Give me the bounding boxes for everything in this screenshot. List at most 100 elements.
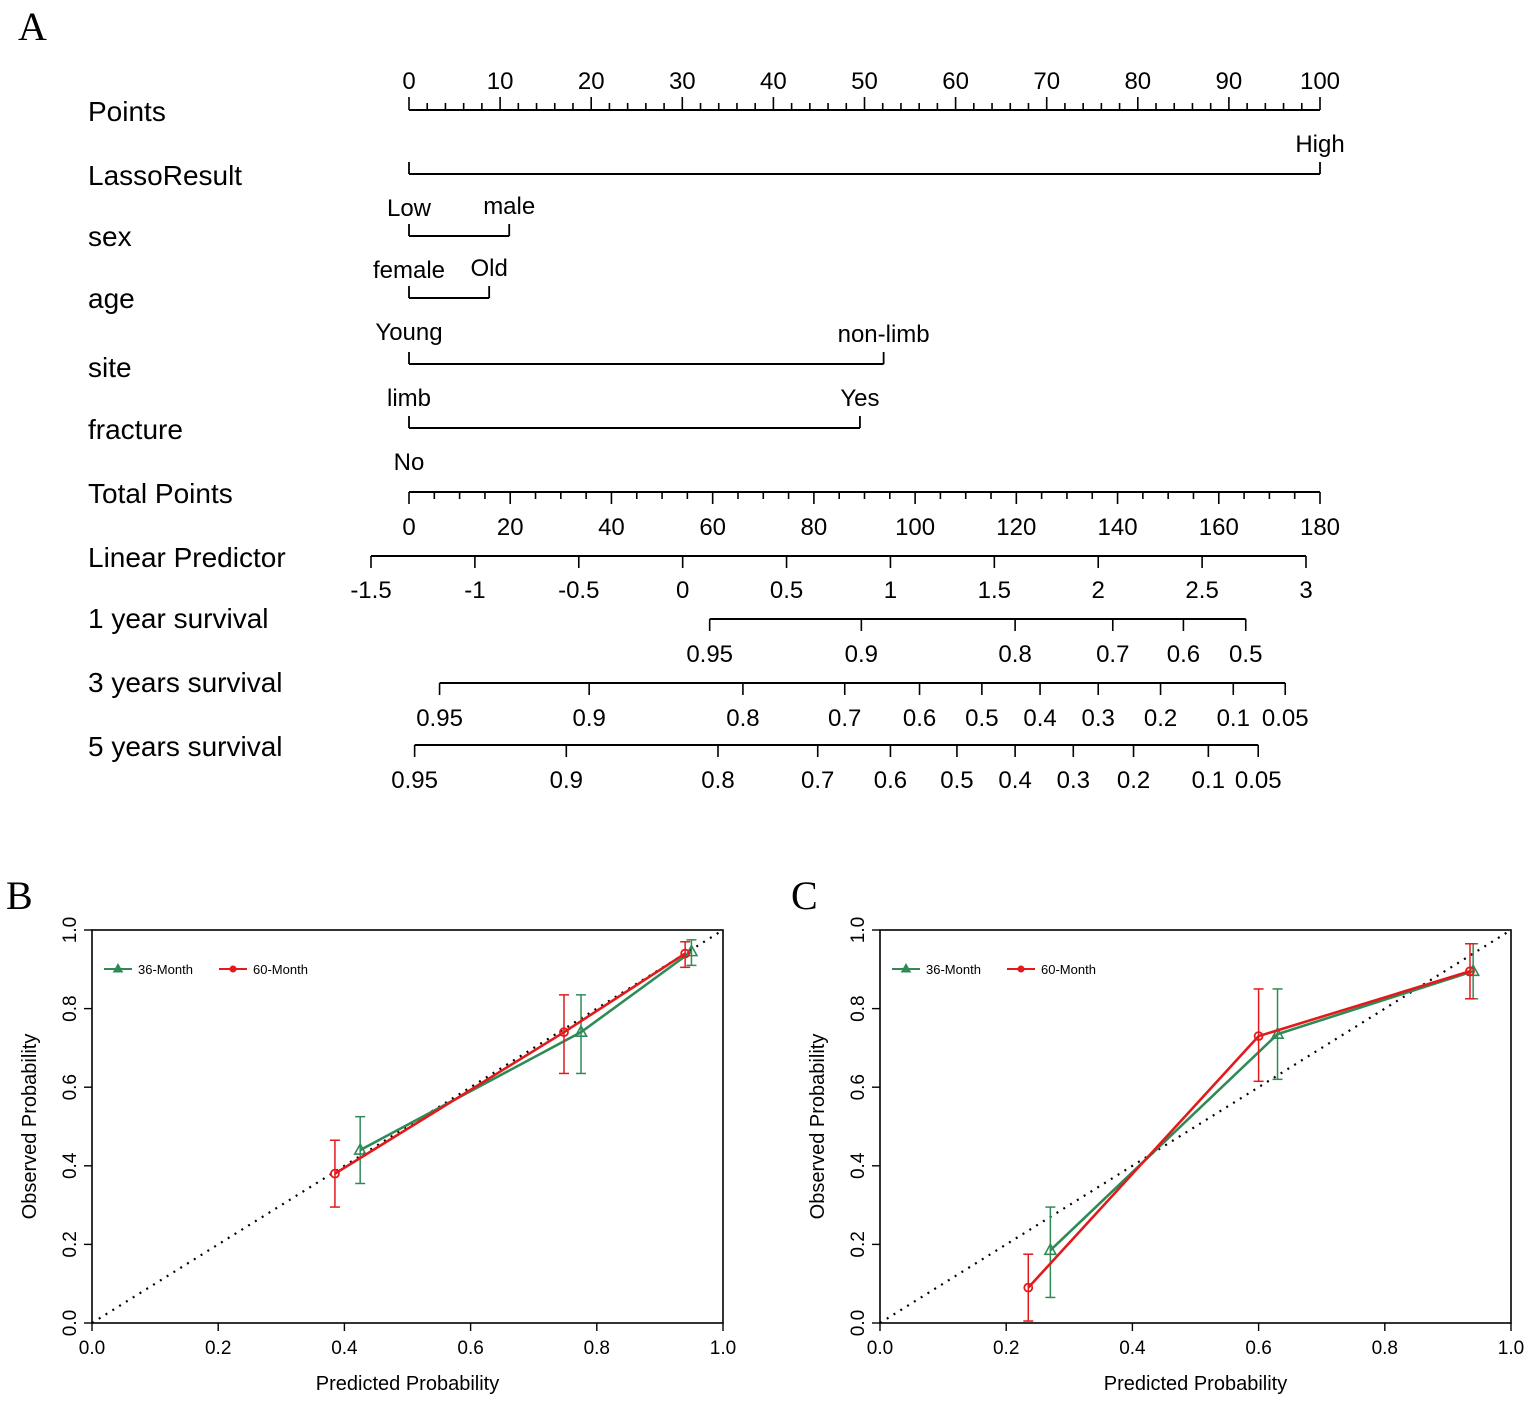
panel-label-b: B [6,873,33,918]
survival-tick-label: 0.4 [1023,705,1056,732]
survival-tick-label: 0.6 [874,767,907,794]
points-tick-label: 30 [669,68,696,95]
total-tick-label: 180 [1300,514,1340,541]
x-tick-label: 0.4 [331,1338,358,1359]
legend-marker [900,962,912,973]
data-point [559,1027,569,1038]
row-label-1-year-survival: 1 year survival [88,603,269,634]
legend-marker [112,962,124,973]
row-label-age: age [88,283,135,314]
factor-level-label: Old [470,255,507,282]
legend-marker [229,965,237,973]
survival-tick-label: 0.2 [1117,767,1150,794]
points-tick-label: 50 [851,68,878,95]
survival-tick-label: 0.95 [686,641,733,668]
x-tick-label: 1.0 [710,1338,736,1359]
y-tick-label: 0.8 [60,995,81,1021]
data-point [1270,1026,1285,1039]
y-tick-label: 0.0 [60,1310,81,1336]
lp-tick-label: -1.5 [350,577,391,604]
plot-frame [879,929,1512,1324]
points-tick-label: 10 [487,68,514,95]
row-label-5-years-survival: 5 years survival [88,731,283,762]
total-tick-label: 100 [895,514,935,541]
survival-tick-label: 0.7 [801,767,834,794]
survival-tick-label: 0.5 [1229,641,1262,668]
survival-tick-label: 0.6 [1167,641,1200,668]
survival-tick-label: 0.1 [1217,705,1250,732]
plot-frame [91,929,724,1324]
survival-tick-label: 0.05 [1235,767,1282,794]
points-tick-label: 20 [578,68,605,95]
x-tick-label: 0.8 [1372,1338,1398,1359]
series-line-60-month [1027,970,1471,1289]
survival-tick-label: 0.2 [1144,705,1177,732]
points-tick-label: 90 [1216,68,1243,95]
survival-tick-label: 0.3 [1057,767,1090,794]
survival-tick-label: 0.7 [1096,641,1129,668]
survival-tick-label: 0.9 [550,767,583,794]
survival-tick-label: 0.9 [572,705,605,732]
survival-tick-label: 0.4 [998,767,1031,794]
panel-label-c: C [791,873,818,918]
survival-tick-label: 0.7 [828,705,861,732]
legend-label: 36-Month [138,962,193,977]
row-label-3-years-survival: 3 years survival [88,667,283,698]
x-tick-label: 0.0 [79,1338,105,1359]
y-axis-label: Observed Probability [19,1034,41,1220]
lp-tick-label: -1 [464,577,485,604]
survival-tick-label: 0.8 [701,767,734,794]
legend-label: 60-Month [1041,962,1096,977]
factor-level-label: Low [387,195,432,222]
x-axis-label: Predicted Probability [1104,1373,1287,1395]
total-tick-label: 140 [1098,514,1138,541]
points-tick-label: 70 [1033,68,1060,95]
survival-tick-label: 0.3 [1082,705,1115,732]
total-tick-label: 160 [1199,514,1239,541]
y-tick-label: 0.6 [848,1074,869,1100]
survival-tick-label: 0.8 [726,705,759,732]
points-tick-label: 0 [402,68,415,95]
lp-tick-label: 0.5 [770,577,803,604]
survival-tick-label: 0.5 [965,705,998,732]
y-tick-label: 0.2 [848,1231,869,1257]
points-tick-label: 60 [942,68,969,95]
x-tick-label: 0.2 [205,1338,231,1359]
row-label-linear-predictor: Linear Predictor [88,542,286,573]
factor-level-label: male [483,193,535,220]
series-line-60-month [334,952,686,1175]
x-tick-label: 1.0 [1498,1338,1524,1359]
y-axis-label: Observed Probability [807,1034,829,1220]
y-tick-label: 0.6 [60,1074,81,1100]
lp-tick-label: 1 [884,577,897,604]
factor-level-label: non-limb [838,321,930,348]
survival-tick-label: 0.95 [391,767,438,794]
points-tick-label: 100 [1300,68,1340,95]
row-label-sex: sex [88,221,132,252]
total-tick-label: 40 [598,514,625,541]
y-tick-label: 0.8 [848,995,869,1021]
series-line-36-month [1049,970,1474,1252]
points-tick-label: 40 [760,68,787,95]
lp-tick-label: 0 [676,577,689,604]
survival-tick-label: 0.9 [845,641,878,668]
factor-level-label: Young [375,319,442,346]
row-label-points: Points [88,96,166,127]
x-tick-label: 0.4 [1119,1338,1146,1359]
lp-tick-label: 1.5 [978,577,1011,604]
x-tick-label: 0.6 [457,1338,483,1359]
total-tick-label: 120 [996,514,1036,541]
data-point [1023,1282,1034,1293]
total-tick-label: 60 [699,514,726,541]
x-tick-label: 0.0 [867,1338,893,1359]
row-label-lassoresult: LassoResult [88,160,242,191]
survival-tick-label: 0.1 [1192,767,1225,794]
row-label-total-points: Total Points [88,478,233,509]
data-point [353,1142,368,1155]
lp-tick-label: -0.5 [558,577,599,604]
legend-label: 36-Month [926,962,981,977]
y-tick-label: 0.4 [60,1152,81,1179]
y-tick-label: 1.0 [848,917,869,943]
points-tick-label: 80 [1124,68,1151,95]
